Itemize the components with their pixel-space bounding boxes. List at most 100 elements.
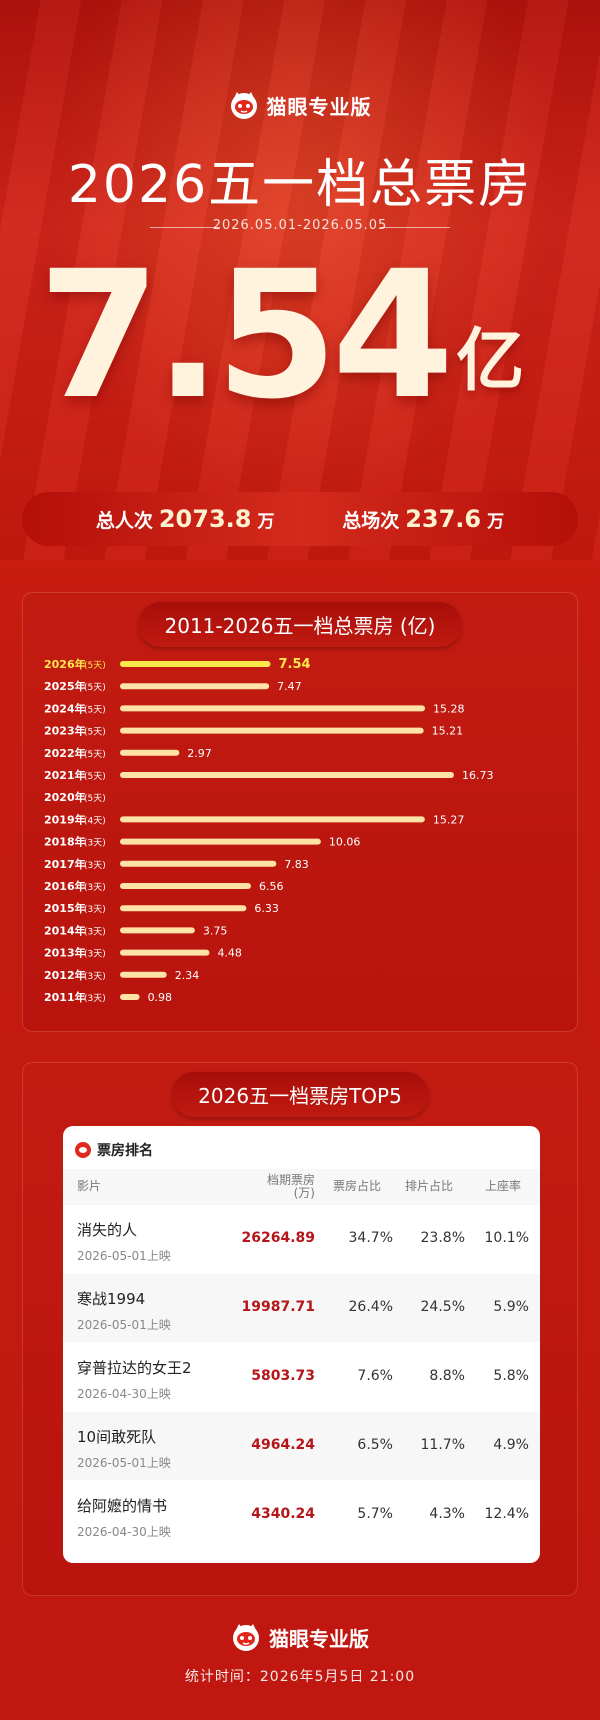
day-count-label: (3天) <box>84 950 106 960</box>
movie-name: 10间敢死队 <box>77 1428 157 1446</box>
total-unit: 亿 <box>456 322 525 401</box>
box-office-gross: 19987.71 <box>241 1299 315 1315</box>
day-count-label: (5天) <box>84 728 106 738</box>
stats-bar: 总人次 2073.8 万 总场次 237.6 万 <box>22 492 578 546</box>
box-office-share: 5.7% <box>357 1506 393 1522</box>
occupancy-rate: 4.9% <box>493 1437 529 1453</box>
stats-time: 统计时间：2026年5月5日 21:00 <box>184 1669 416 1685</box>
value-label: 7.54 <box>279 657 311 672</box>
year-label: 2022年 <box>44 746 86 760</box>
value-label: 15.27 <box>433 813 465 826</box>
day-count-label: (3天) <box>84 839 106 849</box>
table-row[interactable]: 寒战1994 2026-05-01上映 19987.71 26.4% 24.5% 5.9% <box>63 1274 540 1342</box>
table-row[interactable]: 穿普拉达的女王2 2026-04-30上映 5803.73 7.6% 8.8% 5.8% <box>63 1343 540 1411</box>
movie-name: 寒战1994 <box>77 1290 146 1308</box>
year-label: 2026年 <box>44 657 86 671</box>
movie-name: 消失的人 <box>77 1221 138 1239</box>
year-label: 2024年 <box>44 701 86 715</box>
day-count-label: (5天) <box>84 750 106 760</box>
day-count-label: (3天) <box>84 927 106 937</box>
value-label: 7.47 <box>277 680 302 693</box>
header-screen-share: 排片占比 <box>405 1179 454 1193</box>
release-date: 2026-05-01上映 <box>77 1249 171 1263</box>
bar <box>120 927 195 934</box>
header-gross: 档期票房 (万) <box>259 1174 315 1200</box>
date-divider-left <box>150 227 220 228</box>
cat-logo-icon <box>230 92 257 119</box>
day-count-label: (4天) <box>84 816 106 826</box>
day-count-label: (3天) <box>84 905 106 915</box>
year-label: 2018年 <box>44 835 86 849</box>
box-office-share: 26.4% <box>348 1299 393 1315</box>
cat-logo-icon <box>233 1624 259 1651</box>
bar <box>120 683 270 690</box>
release-date: 2026-05-01上映 <box>77 1318 171 1332</box>
value-label: 15.28 <box>433 702 465 715</box>
screening-share: 23.8% <box>420 1230 465 1246</box>
box-office-share: 6.5% <box>357 1437 393 1453</box>
value-label: 4.48 <box>217 947 242 960</box>
bar <box>120 971 167 978</box>
year-label: 2011年 <box>44 990 86 1004</box>
day-count-label: (5天) <box>84 683 106 693</box>
value-label: 16.73 <box>462 769 494 782</box>
page-title: 2026五一档总票房 <box>67 155 533 215</box>
bar <box>120 883 251 889</box>
year-label: 2020年 <box>44 790 86 804</box>
value-label: 0.98 <box>148 991 173 1004</box>
day-count-label: (3天) <box>84 861 106 871</box>
release-date: 2026-04-30上映 <box>77 1525 171 1539</box>
brand-name: 猫眼专业版 <box>266 94 372 119</box>
table-row[interactable]: 给阿嬷的情书 2026-04-30上映 4340.24 5.7% 4.3% 12.4% <box>63 1481 540 1549</box>
header-film: 影片 <box>77 1179 102 1193</box>
movie-name: 穿普拉达的女王2 <box>77 1359 192 1377</box>
history-panel-title: 2011-2026五一档总票房 (亿) <box>138 602 462 647</box>
day-count-label: (3天) <box>84 994 106 1004</box>
header-gross-unit: (万) <box>293 1186 315 1200</box>
screening-share: 11.7% <box>420 1437 465 1453</box>
day-count-label: (5天) <box>84 705 106 715</box>
bar <box>120 816 425 823</box>
year-label: 2016年 <box>44 879 86 893</box>
ranking-table-card: 票房排名 影片 档期票房 (万) 票房占比 排片占比 上座率 消失的人 2026-… <box>63 1126 540 1563</box>
total-box-office: 7.54 亿 <box>38 248 524 424</box>
occupancy-rate: 5.8% <box>493 1368 529 1384</box>
release-date: 2026-05-01上映 <box>77 1456 171 1470</box>
box-office-gross: 26264.89 <box>241 1230 315 1246</box>
year-label: 2019年 <box>44 812 86 826</box>
value-label: 2.97 <box>187 747 212 760</box>
year-label: 2014年 <box>44 923 86 937</box>
date-range: 2026.05.01-2026.05.05 <box>212 218 388 233</box>
bar <box>120 994 140 1000</box>
ranking-card-header: 票房排名 <box>75 1140 153 1160</box>
year-label: 2023年 <box>44 724 86 738</box>
table-row[interactable]: 消失的人 2026-05-01上映 26264.89 34.7% 23.8% 10.1% <box>63 1205 540 1273</box>
table-header: 影片 档期票房 (万) 票房占比 排片占比 上座率 <box>63 1169 540 1205</box>
screening-share: 8.8% <box>429 1368 465 1384</box>
total-value: 7.54 <box>38 233 454 438</box>
bar <box>120 905 247 912</box>
box-office-gross: 5803.73 <box>251 1368 315 1384</box>
value-label: 2.34 <box>175 969 200 982</box>
box-office-gross: 4340.24 <box>251 1506 315 1522</box>
occupancy-rate: 12.4% <box>484 1506 529 1522</box>
day-count-label: (3天) <box>84 972 106 982</box>
top5-panel-title: 2026五一档票房TOP5 <box>172 1072 428 1117</box>
value-label: 3.75 <box>203 924 228 937</box>
year-label: 2021年 <box>44 768 86 782</box>
history-panel: 2011-2026五一档总票房 (亿) 2026年 (5天) 7.54 2025年 (5… <box>22 592 578 1032</box>
bar <box>120 705 426 712</box>
bar <box>120 949 210 956</box>
bar <box>120 772 454 778</box>
brand-header: 猫眼专业版 <box>0 90 600 120</box>
occupancy-rate: 10.1% <box>484 1230 529 1246</box>
header-gross-label: 档期票房 <box>266 1173 315 1187</box>
screening-share: 24.5% <box>420 1299 465 1315</box>
table-row[interactable]: 10间敢死队 2026-05-01上映 4964.24 6.5% 11.7% 4.9% <box>63 1412 540 1480</box>
value-label: 15.21 <box>432 725 464 738</box>
screenings-stat: 总场次 237.6 万 <box>342 505 504 533</box>
day-count-label: (5天) <box>84 661 106 671</box>
value-label: 6.33 <box>254 902 279 915</box>
footer-brand: 猫眼专业版 <box>0 1622 600 1652</box>
